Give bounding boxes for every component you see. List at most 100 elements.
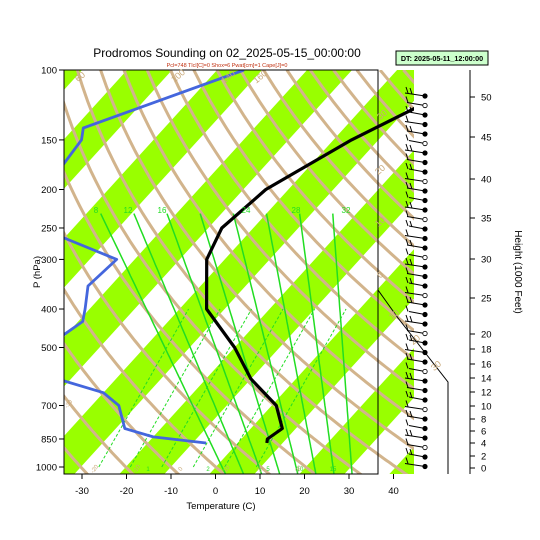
moist-adiabat: [166, 213, 263, 474]
wind-barb-feather: [409, 448, 413, 456]
height-tick-label: 12: [481, 388, 492, 399]
wind-barb-feather: [405, 428, 409, 436]
wind-station-dot: [422, 273, 428, 280]
wind-barb-feather: [405, 86, 409, 94]
wind-station-dot: [422, 302, 428, 308]
wind-barb: [404, 349, 426, 353]
wind-station-dot: [422, 378, 428, 384]
wind-barb: [408, 140, 426, 144]
wind-barb: [404, 92, 426, 97]
height-tick-label: 45: [481, 133, 492, 144]
isotherm-label: 30: [295, 464, 304, 473]
y-tick-label: 150: [41, 135, 57, 146]
wind-barb-feather: [405, 162, 409, 170]
wind-barb-feather: [405, 457, 409, 464]
y-tick-label: 1000: [36, 463, 57, 474]
wind-barb: [406, 130, 426, 135]
dry-adiabat-label: 0: [375, 269, 385, 280]
isotherm-label: 20: [257, 464, 266, 473]
wind-barb-feather: [405, 362, 409, 369]
height-tick-label: 40: [481, 175, 492, 186]
dry-adiabat: [64, 393, 135, 474]
height-tick-label: 4: [481, 439, 486, 450]
moist-adiabat: [100, 213, 227, 474]
wind-barb-feather: [405, 105, 409, 113]
dry-adiabat-label: 20: [373, 163, 387, 177]
y-tick-label: 100: [41, 66, 57, 77]
wind-barb-feather: [405, 238, 409, 246]
moist-adiabat-label: 24: [242, 206, 251, 215]
wind-station-dot: [422, 444, 428, 451]
wind-barb-feather: [405, 143, 409, 151]
dry-adiabat: [64, 230, 272, 474]
isotherm-band: [64, 70, 173, 189]
dry-adiabat-label: 30: [429, 359, 443, 373]
wind-barb-feather: [405, 447, 409, 455]
x-tick-label: -30: [75, 486, 89, 497]
chart-title: Prodromos Sounding on 02_2025-05-15_00:0…: [93, 46, 361, 60]
wind-barb-feather: [405, 267, 409, 274]
wind-barb-feather: [405, 333, 409, 341]
wind-barb-feather: [405, 96, 409, 103]
x-tick-label: 10: [255, 486, 266, 497]
height-tick-label: 14: [481, 374, 492, 385]
wind-station-dot: [422, 397, 428, 403]
wind-barb-feather: [409, 429, 413, 437]
wind-barb-feather: [405, 419, 409, 426]
wind-station-dot: [422, 245, 428, 251]
mixing-ratio-line: [98, 308, 189, 468]
wind-barb-feather: [409, 334, 413, 342]
wind-barb: [406, 444, 426, 448]
x-axis-label: Temperature (C): [186, 501, 255, 512]
isotherm-bands: [64, 70, 414, 474]
wind-station-dot: [422, 321, 428, 327]
y-axis: 100 150 200 250 300 400 500 700 850 1000: [36, 66, 64, 474]
wind-station-dot: [422, 235, 428, 242]
wind-barb-feather: [405, 257, 409, 265]
mixing-ratio-label: 10: [297, 467, 304, 473]
wind-barb-feather: [405, 352, 409, 360]
y-tick-label: 400: [41, 305, 57, 316]
isotherm-label: -30: [64, 399, 74, 410]
wind-barb: [404, 263, 426, 268]
chart-subtitle: Pcl=748 Tlcl[C]=0 Shox=6 Pwat[cm]=1 Cape…: [167, 63, 288, 69]
wind-barb: [404, 377, 426, 382]
wind-barb-feather: [405, 153, 409, 160]
y-tick-label: 300: [41, 255, 57, 266]
y-tick-label: 700: [41, 401, 57, 412]
wind-barb-feather: [405, 219, 409, 227]
wind-station-dot: [422, 264, 428, 270]
moist-adiabat-label: 32: [342, 206, 351, 215]
plot-frame: [63, 69, 379, 475]
wind-barb: [404, 206, 426, 211]
moist-adiabat: [332, 213, 353, 474]
wind-barb-feather: [405, 409, 409, 417]
wind-barb: [406, 244, 426, 249]
y-tick-label: 200: [41, 185, 57, 196]
wind-barb: [404, 320, 426, 325]
wind-barb-feather: [405, 343, 409, 350]
isotherm-band: [299, 348, 414, 474]
wind-barb: [404, 463, 426, 467]
dry-adiabat: [450, 70, 540, 477]
wind-barb-feather: [405, 371, 409, 379]
wind-barb-feather: [405, 438, 409, 445]
dry-adiabat-label: 30: [375, 108, 389, 122]
wind-barb-feather: [405, 381, 409, 388]
wind-station-dot: [422, 340, 428, 346]
mixing-ratio-label: 1: [146, 467, 150, 473]
wind-station-dot: [422, 93, 428, 99]
wind-barb-feather: [405, 181, 409, 189]
x-axis: -30 -20 -10 0 10 20 30 40: [75, 474, 399, 497]
wind-station-dot: [422, 387, 428, 394]
height-axis: 50 45 40 35 30 25 20 18 16 14 12 10 864 20: [469, 70, 492, 475]
wind-barb-feather: [405, 134, 409, 141]
wind-station-dot: [422, 216, 428, 223]
x-tick-label: -20: [120, 486, 134, 497]
wind-barb-feather: [405, 172, 409, 179]
height-tick-label: 35: [481, 214, 492, 225]
temperature-trace: [205, 106, 414, 444]
moist-adiabat: [265, 213, 317, 474]
dry-adiabat: [262, 70, 414, 249]
